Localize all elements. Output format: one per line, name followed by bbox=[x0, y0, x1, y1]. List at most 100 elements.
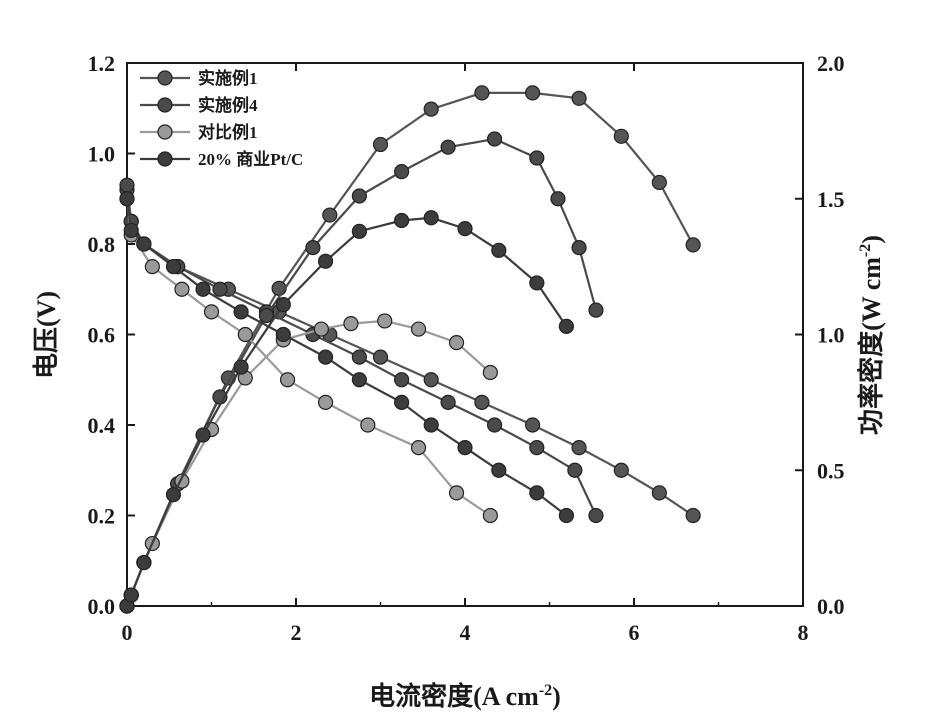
series-3-power-point bbox=[412, 322, 426, 336]
series-1-power-point bbox=[424, 102, 438, 116]
legend-swatch-marker bbox=[158, 71, 172, 85]
series-4-power-point bbox=[319, 254, 333, 268]
legend-swatch-marker bbox=[158, 152, 172, 166]
series-1-power-point bbox=[686, 238, 700, 252]
series-4-polarization-point bbox=[492, 463, 506, 477]
series-1-power-point bbox=[652, 175, 666, 189]
series-1-power-point bbox=[475, 86, 489, 100]
series-4-polarization-point bbox=[424, 418, 438, 432]
series-4-polarization-point bbox=[137, 237, 151, 251]
series-2-power-point bbox=[589, 303, 603, 317]
series-1-power-point bbox=[374, 137, 388, 151]
series-2-power-point bbox=[352, 189, 366, 203]
y-right-tick-label: 1.5 bbox=[817, 187, 845, 212]
series-3-polarization-point bbox=[412, 441, 426, 455]
series-2-power-point bbox=[551, 192, 565, 206]
legend-label: 实施例1 bbox=[198, 68, 258, 88]
series-3-polarization-point bbox=[175, 282, 189, 296]
series-3-polarization-point bbox=[281, 373, 295, 387]
series-4-polarization-point bbox=[458, 441, 472, 455]
series-4-polarization-point bbox=[234, 305, 248, 319]
series-4-power-point bbox=[234, 360, 248, 374]
series-1-polarization-point bbox=[572, 441, 586, 455]
legend-swatch-marker bbox=[158, 125, 172, 139]
series-3-polarization-point bbox=[483, 509, 497, 523]
x-tick-label: 0 bbox=[122, 620, 133, 645]
series-3-power-point bbox=[378, 314, 392, 328]
series-2-polarization-point bbox=[213, 282, 227, 296]
series-3-power bbox=[120, 314, 497, 613]
series-1-polarization bbox=[120, 183, 700, 523]
series-3-polarization-point bbox=[450, 486, 464, 500]
series-3-power-point bbox=[344, 317, 358, 331]
series-4-power-point bbox=[196, 428, 210, 442]
series-2-polarization-point bbox=[352, 350, 366, 364]
series-4-power-point bbox=[137, 556, 151, 570]
y-right-tick-label: 1.0 bbox=[817, 323, 845, 348]
y-axis-right-title: 功率密度(W cm-2) bbox=[856, 235, 886, 435]
series-1-power-point bbox=[572, 91, 586, 105]
series-4-polarization-point bbox=[395, 395, 409, 409]
series-2-power-point bbox=[306, 241, 320, 255]
series-4-power-point bbox=[166, 488, 180, 502]
y-left-tick-label: 0.4 bbox=[88, 413, 116, 438]
y-left-tick-label: 1.0 bbox=[88, 142, 116, 167]
series-2-polarization-point bbox=[568, 463, 582, 477]
series-1-polarization-line bbox=[127, 190, 693, 516]
series-4-power-point bbox=[352, 224, 366, 238]
series-1-polarization-point bbox=[475, 395, 489, 409]
series-4-polarization-point bbox=[196, 282, 210, 296]
series-2-power-point bbox=[530, 151, 544, 165]
series-3-power-line bbox=[127, 321, 490, 606]
series-4-polarization-point bbox=[352, 373, 366, 387]
y-left-tick-label: 0.6 bbox=[88, 323, 116, 348]
series-4-polarization-point bbox=[120, 192, 134, 206]
y-right-tick-label: 0.5 bbox=[817, 458, 845, 483]
legend: 实施例1 实施例4 对比例1 20% 商业Pt/C bbox=[140, 68, 303, 169]
series-2-power-point bbox=[572, 241, 586, 255]
series-1-polarization-point bbox=[686, 509, 700, 523]
series-1-polarization-point bbox=[526, 418, 540, 432]
series-3-polarization-point bbox=[319, 395, 333, 409]
series-4-power-point bbox=[559, 319, 573, 333]
x-axis-title: 电流密度(A cm-2) bbox=[369, 681, 561, 711]
series-4-polarization-point bbox=[124, 223, 138, 237]
series-1-polarization-point bbox=[424, 373, 438, 387]
series-4-power-point bbox=[424, 211, 438, 225]
series-4-polarization-point bbox=[559, 509, 573, 523]
series-2-power-point bbox=[441, 140, 455, 154]
series-2-polarization-point bbox=[530, 441, 544, 455]
legend-label: 对比例1 bbox=[198, 122, 258, 142]
x-tick-label: 6 bbox=[629, 620, 640, 645]
series-4-power-point bbox=[458, 222, 472, 236]
y-left-tick-label: 0.2 bbox=[88, 504, 116, 529]
series-1-power-point bbox=[614, 129, 628, 143]
series-2-polarization-point bbox=[589, 509, 603, 523]
series-3-power-point bbox=[450, 336, 464, 350]
series-1-polarization-point bbox=[614, 463, 628, 477]
series-3-polarization-point bbox=[205, 305, 219, 319]
x-tick-label: 2 bbox=[291, 620, 302, 645]
y-left-tick-label: 0.8 bbox=[88, 232, 116, 257]
series-4-power-point bbox=[530, 276, 544, 290]
series-4-polarization-point bbox=[319, 350, 333, 364]
y-left-tick-label: 1.2 bbox=[88, 51, 116, 76]
y-left-tick-label: 0.0 bbox=[88, 594, 116, 619]
series-3-polarization-point bbox=[145, 260, 159, 274]
series-2-power-point bbox=[488, 132, 502, 146]
x-tick-label: 8 bbox=[798, 620, 809, 645]
series-2-power-point bbox=[395, 165, 409, 179]
series-4-polarization-point bbox=[530, 486, 544, 500]
series-4-polarization-point bbox=[276, 328, 290, 342]
series-3-polarization-point bbox=[238, 328, 252, 342]
series-4-power-point bbox=[492, 243, 506, 257]
series-1-power-point bbox=[526, 86, 540, 100]
y-right-tick-label: 2.0 bbox=[817, 51, 845, 76]
x-tick-label: 4 bbox=[460, 620, 471, 645]
legend-label: 实施例4 bbox=[198, 95, 258, 115]
series-4-power-point bbox=[395, 213, 409, 227]
legend-label: 20% 商业Pt/C bbox=[198, 149, 303, 169]
y-axis-left-title: 电压(V) bbox=[32, 291, 61, 379]
series-1-polarization-point bbox=[374, 350, 388, 364]
